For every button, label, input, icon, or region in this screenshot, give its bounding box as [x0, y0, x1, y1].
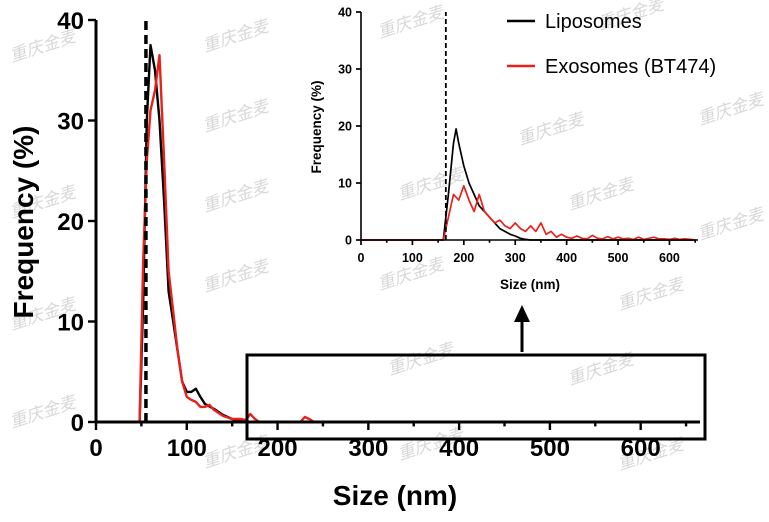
inset-y-tick-label: 40 — [338, 6, 352, 20]
inset-y-tick-label: 30 — [338, 63, 352, 77]
zoom-arrow-head — [514, 305, 530, 322]
main-y-tick-label: 0 — [71, 410, 84, 437]
main-y-tick-label: 30 — [57, 109, 84, 136]
main-x-tick-label: 0 — [89, 435, 102, 462]
inset-x-tick-label: 600 — [659, 251, 680, 265]
inset-y-axis-label: Frequency (%) — [309, 80, 324, 173]
inset-series-group — [361, 128, 696, 241]
watermark-text: 重庆金麦 — [200, 176, 273, 217]
inset-x-tick-label: 0 — [358, 251, 365, 265]
watermark-text: 重庆金麦 — [565, 174, 638, 215]
main-x-axis-label: Size (nm) — [333, 480, 457, 511]
main-y-ticks: 0 10 20 30 40 — [57, 8, 96, 437]
main-y-tick-label: 40 — [57, 8, 84, 35]
inset-y-tick-label: 20 — [338, 120, 352, 134]
inset-x-tick-label: 100 — [402, 251, 423, 265]
inset-x-axis-label: Size (nm) — [500, 277, 560, 292]
zoom-region-box — [245, 353, 707, 441]
watermark-text: 重庆金麦 — [200, 96, 273, 137]
inset-x-tick-label: 200 — [453, 251, 474, 265]
main-y-axis-label: Frequency (%) — [8, 126, 39, 319]
watermark-text: 重庆金麦 — [695, 89, 768, 130]
legend-label-liposomes: Liposomes — [545, 11, 642, 33]
inset-x-tick-label: 500 — [608, 251, 629, 265]
inset-y-tick-label: 10 — [338, 177, 352, 191]
inset-series-line-exosomes — [361, 184, 696, 241]
watermark-text: 重庆金麦 — [200, 256, 273, 297]
watermark-text: 重庆金麦 — [375, 2, 448, 43]
main-x-tick-label: 100 — [167, 435, 207, 462]
watermark-text: 重庆金麦 — [515, 109, 588, 150]
watermark-text: 重庆金麦 — [695, 204, 768, 245]
main-y-tick-label: 20 — [57, 209, 84, 236]
watermark-text: 重庆金麦 — [385, 339, 458, 380]
inset-y-ticks: 0 10 20 30 40 — [338, 6, 361, 248]
main-x-ticks: 0 100 200 300 400 500 600 — [89, 422, 688, 462]
legend: Liposomes Exosomes (BT474) — [507, 11, 716, 78]
inset-x-tick-label: 400 — [556, 251, 577, 265]
inset-y-tick-label: 0 — [345, 234, 352, 248]
main-y-tick-label: 10 — [57, 310, 84, 337]
watermark-text: 重庆金麦 — [200, 16, 273, 57]
inset-x-ticks: 0 100 200 300 400 500 600 — [358, 240, 697, 265]
watermark-text: 重庆金麦 — [7, 392, 80, 433]
inset-x-tick-label: 300 — [505, 251, 526, 265]
legend-label-exosomes: Exosomes (BT474) — [545, 56, 716, 78]
watermark-text: 重庆金麦 — [615, 274, 688, 315]
